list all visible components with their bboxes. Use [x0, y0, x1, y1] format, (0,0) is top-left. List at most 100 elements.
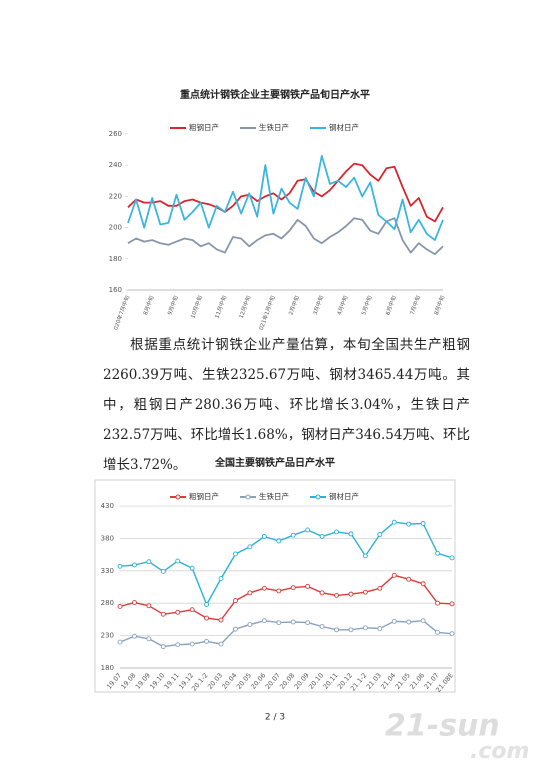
x-tick-label: 5月中旬 [359, 294, 374, 316]
point [146, 636, 152, 642]
point [449, 631, 455, 637]
x-tick-label: 19.12 [177, 671, 195, 690]
point [189, 607, 195, 613]
x-tick-label: 2020年7月中旬 [110, 294, 131, 330]
x-tick-label: 2021年1月中旬 [256, 294, 277, 330]
point [160, 611, 166, 617]
x-tick-label: 12月中旬 [237, 294, 253, 319]
legend-marker [315, 494, 321, 500]
point [218, 641, 224, 647]
point [377, 532, 383, 537]
series-line [127, 217, 444, 256]
x-tick-label: 20.10 [307, 671, 325, 690]
x-tick-label: 21.05 [394, 671, 412, 690]
point [189, 565, 195, 571]
x-tick-label: 8月中旬 [432, 294, 447, 316]
point [305, 527, 311, 533]
point [334, 627, 339, 633]
x-tick-label: 2月中旬 [287, 294, 302, 316]
legend-label: 生铁日产 [259, 122, 289, 132]
x-tick-label: 20.09 [293, 671, 311, 690]
point [362, 553, 368, 559]
point [204, 602, 210, 607]
y-tick-label: 380 [101, 534, 114, 542]
point [131, 562, 137, 568]
point [290, 585, 296, 591]
point [420, 618, 426, 624]
point [233, 551, 238, 557]
series-line [119, 521, 453, 606]
legend-label: 钢材日产 [329, 491, 359, 501]
point [261, 585, 267, 591]
point [175, 609, 181, 615]
y-tick-label: 160 [109, 286, 122, 294]
point [261, 534, 267, 539]
point [160, 644, 166, 650]
point [406, 576, 412, 582]
point [391, 519, 397, 525]
x-tick-label: 21.06 [408, 671, 426, 690]
point [305, 583, 311, 589]
x-tick-label: 19.10 [148, 671, 166, 690]
y-tick-label: 220 [109, 192, 122, 200]
x-tick-label: 20.06 [249, 671, 267, 690]
legend-label: 粗钢日产 [189, 122, 219, 132]
y-tick-label: 330 [101, 567, 114, 575]
x-tick-label: 4月中旬 [335, 294, 350, 316]
point [362, 625, 368, 631]
point [247, 590, 253, 596]
point [204, 615, 210, 621]
point [435, 629, 441, 635]
x-tick-label: 20.08 [278, 671, 296, 690]
point [305, 620, 311, 626]
x-tick-label: 11月中旬 [213, 294, 229, 319]
chart-frame [94, 479, 456, 693]
y-tick-label: 280 [101, 599, 114, 607]
legend-label: 生铁日产 [259, 491, 289, 501]
point [218, 576, 224, 582]
x-tick-label: 19.07 [105, 671, 123, 690]
x-tick-label: 20.12 [336, 671, 354, 690]
paragraph: 根据重点统计钢铁企业产量估算，本旬全国共生产粗钢2260.39万吨、生铁2325… [103, 337, 470, 473]
series-line [119, 574, 453, 621]
x-tick-label: 19.08 [119, 671, 137, 690]
point [204, 638, 210, 644]
x-tick-label: 21.07 [423, 671, 441, 690]
point [334, 529, 339, 535]
series-line [127, 154, 444, 242]
x-tick-label: 21.08E [434, 671, 455, 694]
point [276, 538, 282, 544]
point [449, 555, 455, 561]
point [276, 588, 282, 594]
y-tick-label: 240 [109, 161, 122, 169]
chart-1: 重点统计钢铁企业主要钢铁产品旬日产水平 160 180 200 220 240 260 202… [109, 88, 447, 330]
point [406, 619, 412, 625]
point [377, 626, 383, 631]
point [261, 618, 267, 624]
x-tick-label: 10月中旬 [188, 294, 204, 319]
point [420, 581, 426, 587]
y-tick-label: 180 [101, 664, 114, 672]
point [348, 591, 354, 597]
point [435, 600, 441, 606]
x-tick-label: 20.03 [206, 671, 224, 690]
legend-label: 钢材日产 [329, 122, 359, 132]
x-tick-label: 7月中旬 [408, 294, 423, 316]
x-tick-label: 21.04 [379, 671, 397, 690]
watermark-brand: 21-sun [385, 709, 500, 744]
x-tick-label: 20.04 [220, 671, 238, 690]
point [319, 590, 325, 596]
point [146, 603, 152, 609]
point [117, 603, 123, 609]
y-tick-label: 200 [109, 224, 122, 232]
point [319, 534, 325, 539]
y-tick-label: 260 [109, 130, 122, 138]
series-line [127, 162, 444, 223]
series-line [119, 620, 453, 648]
x-tick-label: 8月中旬 [141, 294, 156, 316]
x-tick-label: 21.03 [365, 671, 383, 690]
point [117, 563, 123, 569]
x-tick-label: 21.1-2 [349, 671, 369, 692]
point [146, 559, 152, 565]
